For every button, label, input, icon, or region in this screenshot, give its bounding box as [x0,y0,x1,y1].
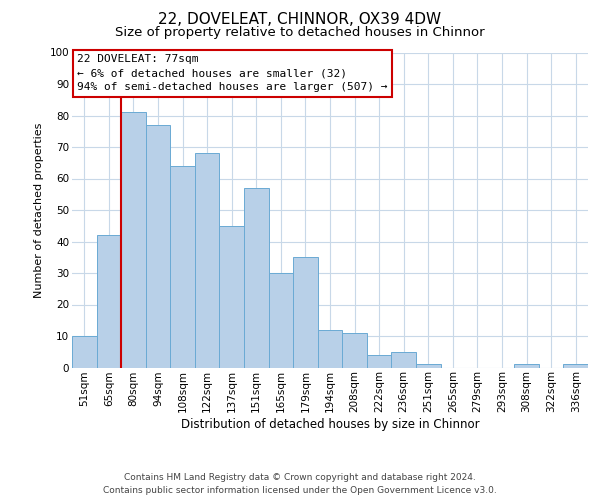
Bar [97,235,121,368]
Bar [367,355,391,368]
Bar [318,330,342,368]
Bar [220,226,244,368]
Bar [195,154,220,368]
Bar [293,257,318,368]
Bar [170,166,195,368]
Bar [146,125,170,368]
Bar [391,352,416,368]
Bar [563,364,588,368]
Text: Size of property relative to detached houses in Chinnor: Size of property relative to detached ho… [115,26,485,39]
Text: 22, DOVELEAT, CHINNOR, OX39 4DW: 22, DOVELEAT, CHINNOR, OX39 4DW [158,12,442,28]
Bar [72,336,97,368]
Text: Contains HM Land Registry data © Crown copyright and database right 2024.
Contai: Contains HM Land Registry data © Crown c… [103,473,497,495]
Bar [269,273,293,368]
Bar [416,364,440,368]
Bar [514,364,539,368]
Bar [244,188,269,368]
Bar [342,333,367,368]
Y-axis label: Number of detached properties: Number of detached properties [34,122,44,298]
Text: 22 DOVELEAT: 77sqm
← 6% of detached houses are smaller (32)
94% of semi-detached: 22 DOVELEAT: 77sqm ← 6% of detached hous… [77,54,388,92]
X-axis label: Distribution of detached houses by size in Chinnor: Distribution of detached houses by size … [181,418,479,431]
Bar [121,112,146,368]
